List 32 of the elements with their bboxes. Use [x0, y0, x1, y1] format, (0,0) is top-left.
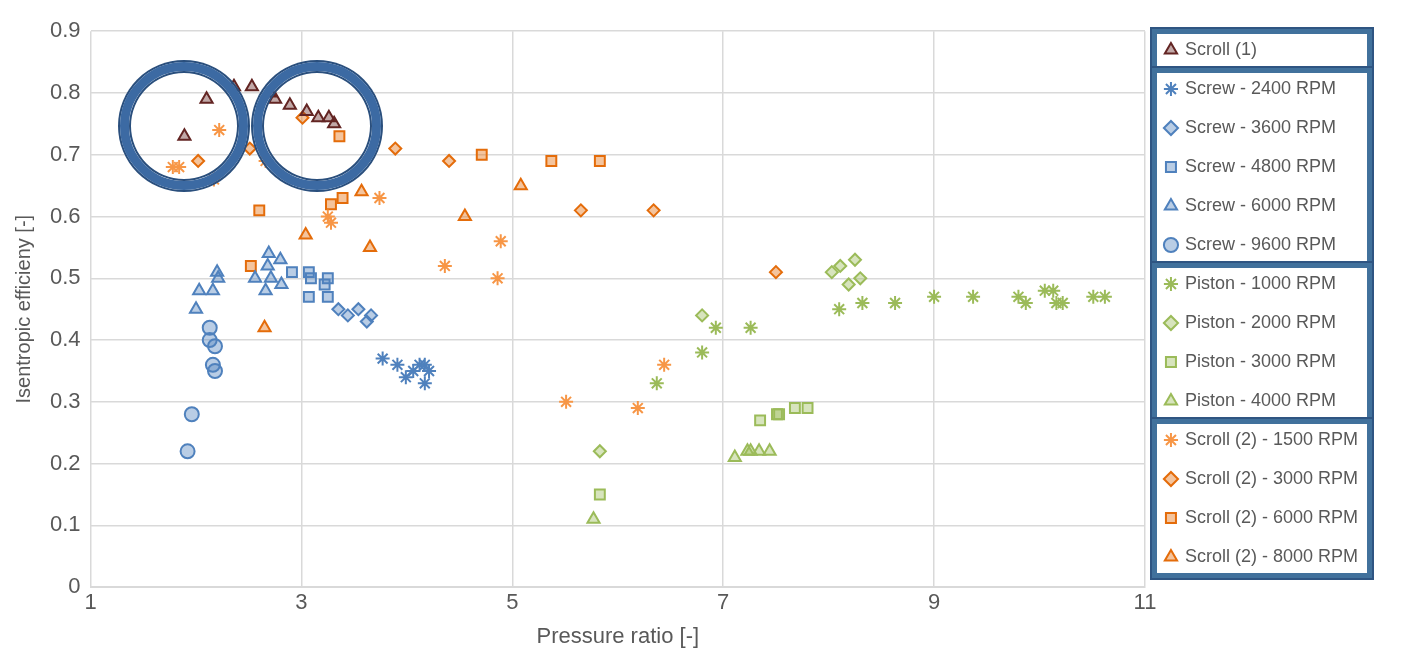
x-axis-title: Pressure ratio [-]	[536, 622, 700, 648]
legend-label: Scroll (1)	[1184, 38, 1257, 59]
legend-label: Scroll (2) - 6000 RPM	[1184, 506, 1359, 527]
y-tick-label: 0.4	[49, 326, 81, 352]
x-tick-label: 9	[927, 589, 941, 615]
x-tick-label: 11	[1133, 589, 1157, 615]
y-axis-title: Isentropic efficieny [-]	[11, 214, 34, 404]
legend-label: Scroll (2) - 8000 RPM	[1184, 545, 1359, 566]
legend-label: Piston - 3000 RPM	[1184, 350, 1337, 371]
legend-label: Scroll (2) - 3000 RPM	[1184, 467, 1359, 488]
x-tick-label: 5	[506, 589, 519, 615]
y-tick-label: 0	[68, 573, 81, 599]
legend-label: Piston - 4000 RPM	[1184, 389, 1337, 410]
legend-label: Screw - 3600 RPM	[1184, 116, 1337, 137]
y-tick-label: 0.1	[49, 511, 81, 537]
y-tick-label: 0.9	[49, 17, 81, 43]
y-tick-label: 0.6	[49, 202, 81, 228]
legend-label: Piston - 1000 RPM	[1184, 272, 1337, 293]
legend-label: Piston - 2000 RPM	[1184, 311, 1337, 332]
legend-label: Scroll (2) - 1500 RPM	[1184, 428, 1359, 449]
y-tick-label: 0.2	[49, 449, 81, 475]
legend-label: Screw - 4800 RPM	[1184, 155, 1337, 176]
legend-label: Screw - 6000 RPM	[1184, 194, 1337, 215]
legend-label: Screw - 9600 RPM	[1184, 233, 1337, 254]
x-tick-label: 7	[717, 589, 730, 615]
x-tick-label: 1	[84, 589, 97, 615]
y-tick-label: 0.5	[49, 264, 81, 290]
y-tick-label: 0.7	[49, 140, 81, 166]
x-tick-label: 3	[295, 589, 308, 615]
legend-label: Screw - 2400 RPM	[1184, 77, 1337, 98]
y-tick-label: 0.3	[49, 387, 81, 413]
y-tick-label: 0.8	[49, 79, 81, 105]
